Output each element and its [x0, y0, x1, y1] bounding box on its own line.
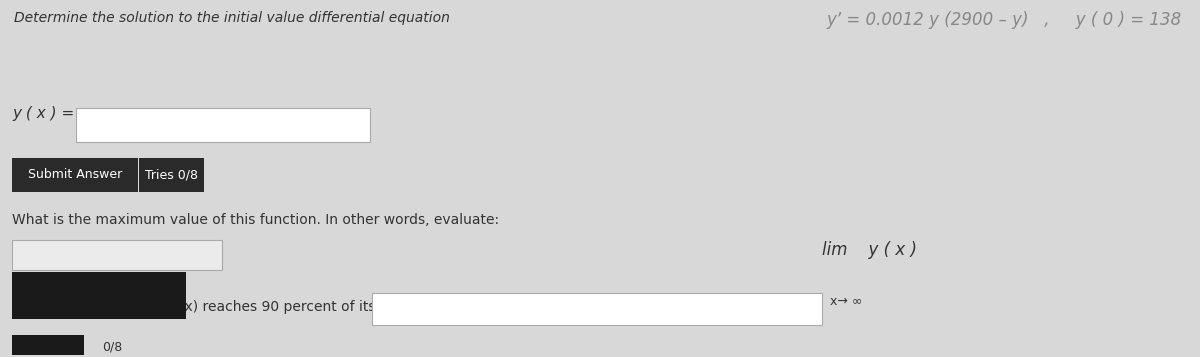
Text: lim    y ( x ): lim y ( x )	[822, 241, 917, 260]
Text: x→ ∞: x→ ∞	[830, 295, 863, 308]
FancyBboxPatch shape	[12, 158, 138, 192]
Text: y ( x ) =: y ( x ) =	[12, 106, 74, 121]
FancyBboxPatch shape	[139, 158, 204, 192]
Text: Tries 0/8: Tries 0/8	[145, 169, 198, 181]
Text: What is the maximum value of this function. In other words, evaluate:: What is the maximum value of this functi…	[12, 213, 499, 227]
Text: Determine x for which y(x) reaches 90 percent of its maximum value.: Determine x for which y(x) reaches 90 pe…	[12, 300, 497, 314]
FancyBboxPatch shape	[12, 272, 186, 320]
Text: Submit Answer: Submit Answer	[28, 169, 122, 181]
FancyBboxPatch shape	[372, 293, 822, 325]
FancyBboxPatch shape	[12, 336, 84, 355]
FancyBboxPatch shape	[76, 108, 370, 142]
Text: 0/8: 0/8	[102, 341, 122, 354]
Text: Determine the solution to the initial value differential equation: Determine the solution to the initial va…	[14, 11, 450, 25]
Text: y’ = 0.0012 y (2900 – y)   ,     y ( 0 ) = 138: y’ = 0.0012 y (2900 – y) , y ( 0 ) = 138	[827, 11, 1182, 29]
FancyBboxPatch shape	[12, 240, 222, 270]
